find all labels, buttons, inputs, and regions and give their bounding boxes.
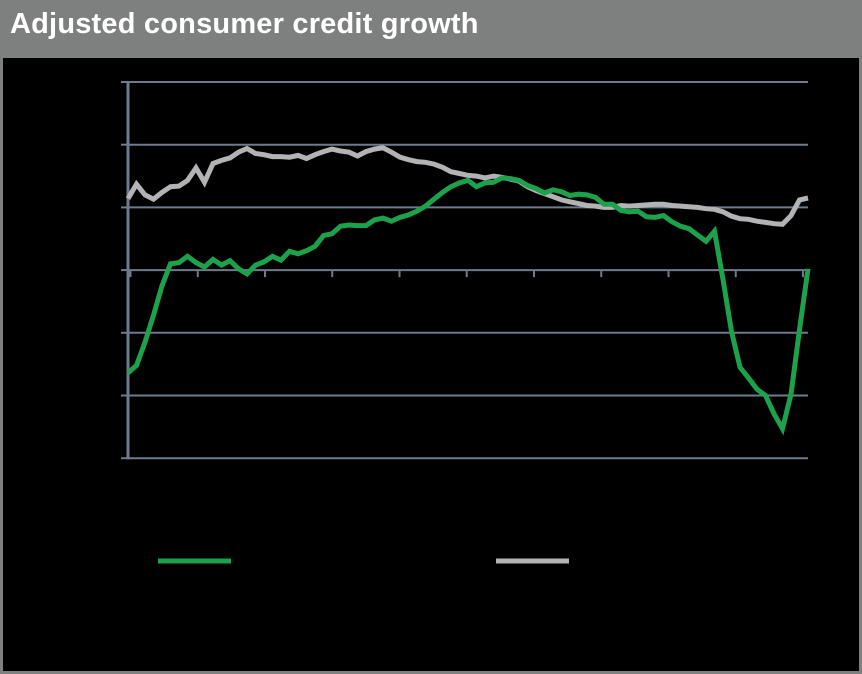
frame-edge-bottom	[0, 671, 862, 674]
series-line-green	[126, 175, 811, 436]
frame-edge-left	[0, 58, 3, 674]
title-bar: Adjusted consumer credit growth	[0, 0, 862, 58]
legend-swatch-green	[158, 558, 231, 564]
legend-swatch-gray	[496, 558, 569, 564]
frame-edge-right	[859, 58, 862, 674]
series-line-gray	[125, 145, 809, 227]
page-title: Adjusted consumer credit growth	[10, 8, 479, 40]
